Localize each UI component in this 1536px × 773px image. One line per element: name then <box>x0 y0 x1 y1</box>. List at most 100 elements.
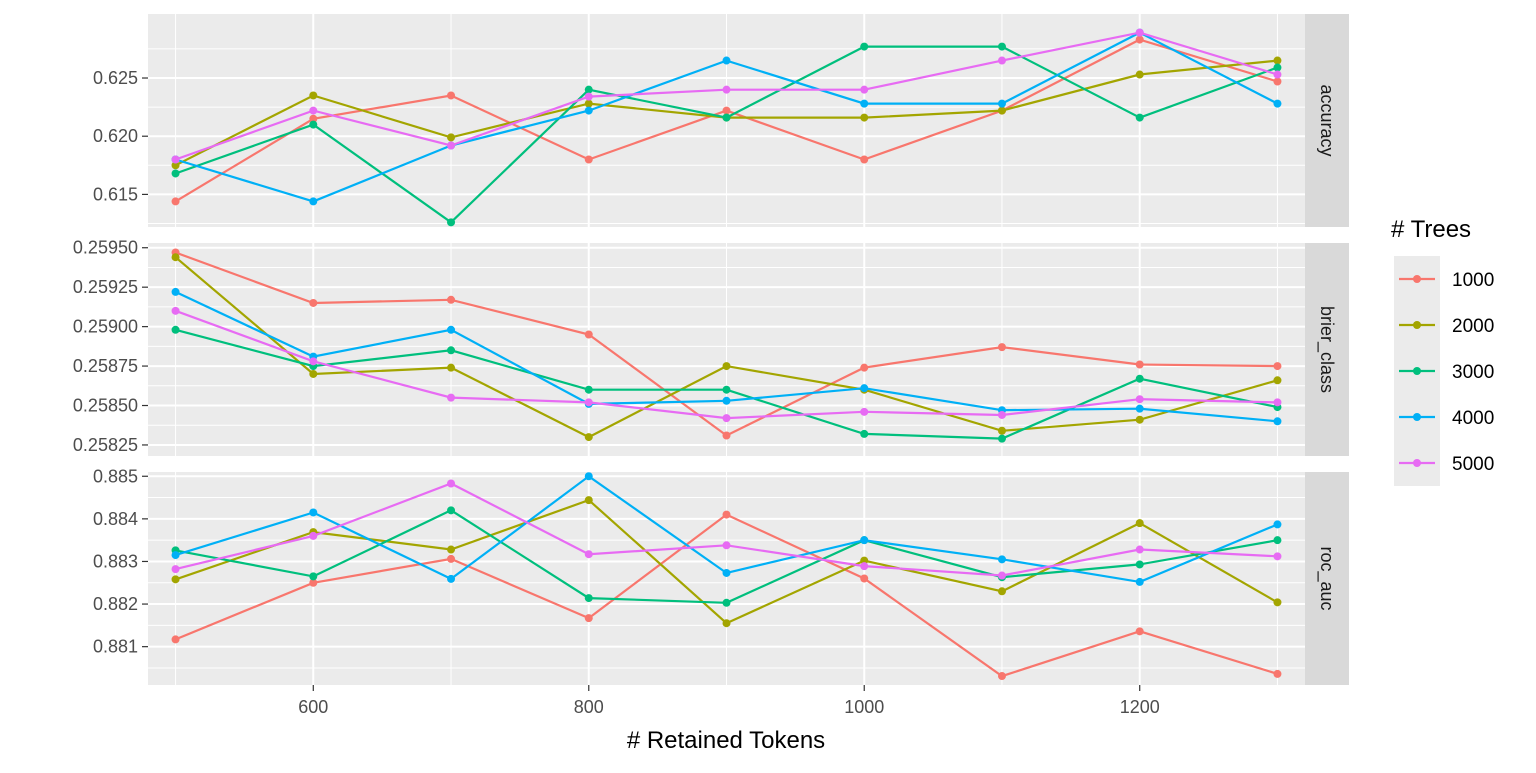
data-point <box>584 472 593 481</box>
data-point <box>1273 669 1282 678</box>
data-point <box>1135 113 1144 122</box>
data-point <box>860 536 869 545</box>
data-point <box>722 414 731 423</box>
legend-key-point <box>1413 413 1421 421</box>
legend-key-point <box>1413 367 1421 375</box>
data-point <box>1135 519 1144 528</box>
data-point <box>1135 560 1144 569</box>
panel-roc_auc: 0.881 0.882 0.883 0.884 0.885 roc_auc <box>93 466 1349 685</box>
data-point <box>171 575 180 584</box>
data-point <box>309 572 318 581</box>
data-point <box>997 106 1006 115</box>
data-point <box>722 56 731 65</box>
legend-item-3000: 3000 <box>1394 348 1494 394</box>
data-point <box>309 369 318 378</box>
data-point <box>584 614 593 623</box>
data-point <box>171 169 180 178</box>
series-5000 <box>171 306 1282 423</box>
legend-item-5000: 5000 <box>1394 440 1494 486</box>
data-point <box>722 431 731 440</box>
data-point <box>722 568 731 577</box>
x-tick-label: 1000 <box>844 697 884 717</box>
legend-label: 2000 <box>1452 316 1494 337</box>
data-point <box>447 393 456 402</box>
data-point <box>997 343 1006 352</box>
data-point <box>860 407 869 416</box>
data-point <box>997 555 1006 564</box>
data-point <box>171 197 180 206</box>
data-point <box>171 287 180 296</box>
data-point <box>1135 374 1144 383</box>
data-point <box>447 133 456 142</box>
data-point <box>447 554 456 563</box>
data-point <box>722 619 731 628</box>
y-tick-label: 0.25875 <box>73 356 138 376</box>
data-point <box>171 565 180 574</box>
legend-key-point <box>1413 459 1421 467</box>
data-point <box>309 357 318 366</box>
data-point <box>860 99 869 108</box>
data-point <box>997 571 1006 580</box>
data-point <box>860 155 869 164</box>
data-point <box>1135 545 1144 554</box>
legend: # Trees 1000 2000 3000 4000 5000 <box>1391 216 1494 486</box>
series-1000 <box>171 248 1282 440</box>
data-point <box>722 113 731 122</box>
data-point <box>1135 360 1144 369</box>
data-point <box>722 106 731 115</box>
legend-item-2000: 2000 <box>1394 302 1494 348</box>
legend-item-1000: 1000 <box>1394 256 1494 302</box>
data-point <box>722 541 731 550</box>
y-tick-label: 0.620 <box>93 126 138 146</box>
data-point <box>722 598 731 607</box>
data-point <box>997 426 1006 435</box>
data-point <box>722 510 731 519</box>
data-point <box>860 556 869 565</box>
legend-label: 3000 <box>1452 362 1494 383</box>
data-point <box>1135 28 1144 37</box>
data-point <box>584 385 593 394</box>
data-point <box>997 587 1006 596</box>
data-point <box>860 384 869 393</box>
data-point <box>860 574 869 583</box>
data-point <box>447 363 456 372</box>
y-tick-label: 0.881 <box>93 637 138 657</box>
y-tick-label: 0.625 <box>93 68 138 88</box>
data-point <box>722 385 731 394</box>
series-5000 <box>171 479 1282 580</box>
legend-key-point <box>1413 321 1421 329</box>
data-point <box>309 120 318 129</box>
data-point <box>1273 70 1282 79</box>
data-point <box>584 330 593 339</box>
series-4000 <box>171 472 1282 586</box>
data-point <box>447 141 456 150</box>
data-point <box>860 42 869 51</box>
data-point <box>447 346 456 355</box>
data-point <box>860 562 869 571</box>
series-1000 <box>171 510 1282 681</box>
data-point <box>997 434 1006 443</box>
data-point <box>722 85 731 94</box>
data-point <box>447 545 456 554</box>
data-point <box>860 363 869 372</box>
x-tick-label: 600 <box>298 697 328 717</box>
legend-label: 1000 <box>1452 270 1494 291</box>
data-point <box>584 594 593 603</box>
data-point <box>1135 35 1144 44</box>
series-3000 <box>171 42 1282 227</box>
legend-label: 4000 <box>1452 408 1494 429</box>
data-point <box>584 550 593 559</box>
legend-key-point <box>1413 275 1421 283</box>
data-point <box>309 197 318 206</box>
data-point <box>1273 552 1282 561</box>
series-1000 <box>171 35 1282 206</box>
data-point <box>171 551 180 560</box>
data-point <box>584 99 593 108</box>
data-point <box>171 325 180 334</box>
data-point <box>171 253 180 262</box>
data-point <box>1273 598 1282 607</box>
data-point <box>860 429 869 438</box>
data-point <box>447 218 456 227</box>
data-point <box>584 398 593 407</box>
legend-label: 5000 <box>1452 454 1494 475</box>
